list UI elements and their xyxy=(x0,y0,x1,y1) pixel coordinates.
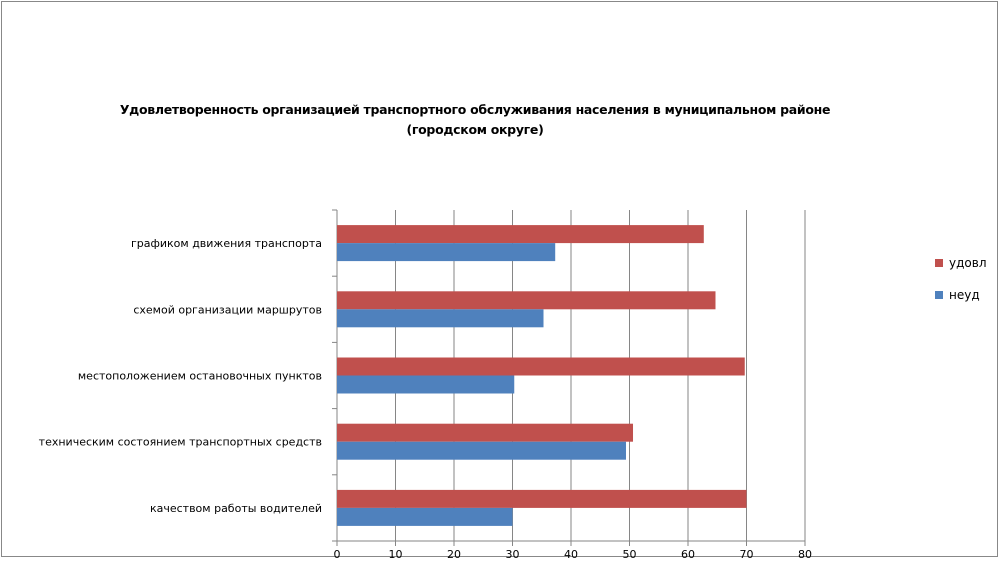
x-tick-label: 10 xyxy=(389,548,403,561)
x-tick-label: 80 xyxy=(798,548,812,561)
x-tick-label: 20 xyxy=(447,548,461,561)
chart-title-line-1: Удовлетворенность организацией транспорт… xyxy=(119,102,831,117)
y-category-label: местоположением остановочных пунктов xyxy=(78,370,322,383)
bar-udovl xyxy=(337,357,745,376)
bar-neud xyxy=(337,375,515,394)
legend-item-udovl: удовл xyxy=(935,255,986,271)
y-category-label: качеством работы водителей xyxy=(150,502,322,515)
chart-title-line-2: (городском округе) xyxy=(406,122,544,137)
bar-udovl xyxy=(337,225,704,244)
y-category-label: техническим состоянием транспортных сред… xyxy=(39,436,322,449)
legend-label: неуд xyxy=(949,288,980,302)
bar-neud xyxy=(337,441,626,460)
bar-neud xyxy=(337,243,556,262)
y-category-label: графиком движения транспорта xyxy=(131,237,322,250)
chart-title: Удовлетворенность организацией транспорт… xyxy=(100,100,850,140)
bar-udovl xyxy=(337,489,747,508)
bar-neud xyxy=(337,309,544,328)
bar-udovl xyxy=(337,291,716,310)
x-tick-label: 30 xyxy=(506,548,520,561)
x-tick-label: 50 xyxy=(623,548,637,561)
bar-neud xyxy=(337,507,513,526)
legend: удовл неуд xyxy=(935,255,986,319)
legend-label: удовл xyxy=(949,256,987,270)
bar-udovl xyxy=(337,423,634,442)
x-tick-label: 0 xyxy=(334,548,341,561)
x-tick-label: 40 xyxy=(564,548,578,561)
x-tick-label: 60 xyxy=(681,548,695,561)
x-tick-label: 70 xyxy=(740,548,754,561)
legend-swatch xyxy=(935,259,943,267)
legend-item-neud: неуд xyxy=(935,287,986,303)
y-category-label: схемой организации маршрутов xyxy=(133,303,322,316)
legend-swatch xyxy=(935,291,943,299)
